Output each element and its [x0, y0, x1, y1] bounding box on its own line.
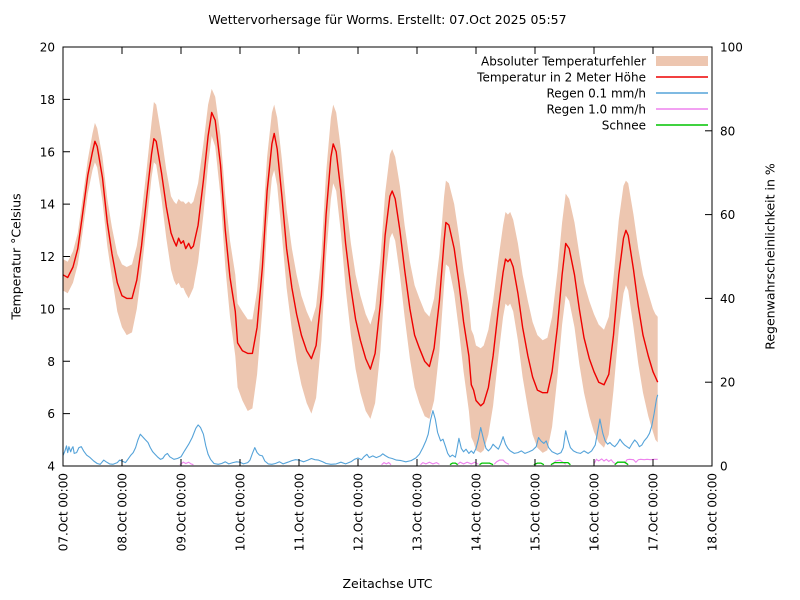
- x-tick-label: 17.Oct 00:00: [647, 473, 661, 551]
- snow-line: [550, 461, 571, 466]
- x-tick-label: 15.Oct 00:00: [529, 473, 543, 551]
- rain-10-line: [457, 461, 479, 465]
- x-tick-label: 11.Oct 00:00: [293, 473, 307, 551]
- legend-item-temp: Temperatur in 2 Meter Höhe: [476, 71, 708, 85]
- rain-10-line: [420, 461, 440, 466]
- x-tick-label: 07.Oct 00:00: [57, 473, 71, 551]
- snow-line: [533, 462, 545, 466]
- x-tick-label: 09.Oct 00:00: [175, 473, 189, 551]
- legend-swatch-band-icon: [656, 56, 708, 66]
- y-axis-label-left: Temperatur °Celsius: [8, 193, 24, 320]
- y-left-tick-label: 18: [40, 93, 55, 107]
- y-right-tick-label: 0: [720, 460, 728, 474]
- y-right-tick-label: 60: [720, 208, 735, 222]
- y-left-tick-label: 14: [40, 198, 55, 212]
- snow-line: [614, 461, 629, 466]
- rain-10-line: [381, 461, 392, 466]
- legend-label-band: Absoluter Temperaturfehler: [481, 55, 646, 69]
- y-left-tick-label: 4: [47, 460, 55, 474]
- y-right-tick-label: 20: [720, 376, 735, 390]
- legend-label-rain01: Regen 0.1 mm/h: [546, 87, 646, 101]
- y-left-tick-label: 12: [40, 250, 55, 264]
- axis-ticks: [62, 46, 713, 467]
- legend: Absoluter Temperaturfehler Temperatur in …: [476, 55, 708, 133]
- rain-10-line: [179, 461, 194, 466]
- x-tick-label: 08.Oct 00:00: [116, 473, 130, 551]
- snow-line: [449, 462, 459, 466]
- x-tick-label: 10.Oct 00:00: [234, 473, 248, 551]
- y-right-tick-label: 100: [720, 41, 743, 55]
- snow-line: [479, 462, 494, 466]
- y-right-tick-label: 80: [720, 124, 735, 138]
- legend-item-rain10: Regen 1.0 mm/h: [546, 103, 708, 117]
- legend-label-snow: Schnee: [602, 119, 646, 133]
- x-tick-label: 16.Oct 00:00: [588, 473, 602, 551]
- rain-01-line: [62, 394, 659, 465]
- x-tick-label: 14.Oct 00:00: [470, 473, 484, 551]
- temperature-line: [62, 111, 659, 407]
- y-left-tick-label: 6: [47, 407, 55, 421]
- legend-item-snow: Schnee: [602, 119, 708, 133]
- legend-label-rain10: Regen 1.0 mm/h: [546, 103, 646, 117]
- y-left-tick-label: 10: [40, 302, 55, 316]
- x-tick-label: 13.Oct 00:00: [411, 473, 425, 551]
- y-right-tick-label: 40: [720, 292, 735, 306]
- rain-10-line: [493, 459, 510, 465]
- x-tick-label: 18.Oct 00:00: [706, 473, 720, 551]
- y-left-tick-label: 16: [40, 145, 55, 159]
- temperature-error-band: [63, 88, 658, 453]
- rain-10-line: [593, 458, 617, 465]
- legend-label-temp: Temperatur in 2 Meter Höhe: [476, 71, 646, 85]
- axis-tick-labels: 07.Oct 00:00 08.Oct 00:00 09.Oct 00:00 10.O…: [40, 41, 743, 552]
- x-tick-label: 12.Oct 00:00: [352, 473, 366, 551]
- chart-title: Wettervorhersage für Worms. Erstellt: 07…: [208, 12, 567, 27]
- x-axis-label: Zeitachse UTC: [342, 576, 433, 591]
- rain-10-line: [624, 458, 658, 464]
- y-left-tick-label: 8: [47, 355, 55, 369]
- legend-item-band: Absoluter Temperaturfehler: [481, 55, 708, 69]
- y-axis-label-right: Regenwahrscheinlichkeit in %: [762, 163, 778, 350]
- legend-item-rain01: Regen 0.1 mm/h: [546, 87, 708, 101]
- y-left-tick-label: 20: [40, 41, 55, 55]
